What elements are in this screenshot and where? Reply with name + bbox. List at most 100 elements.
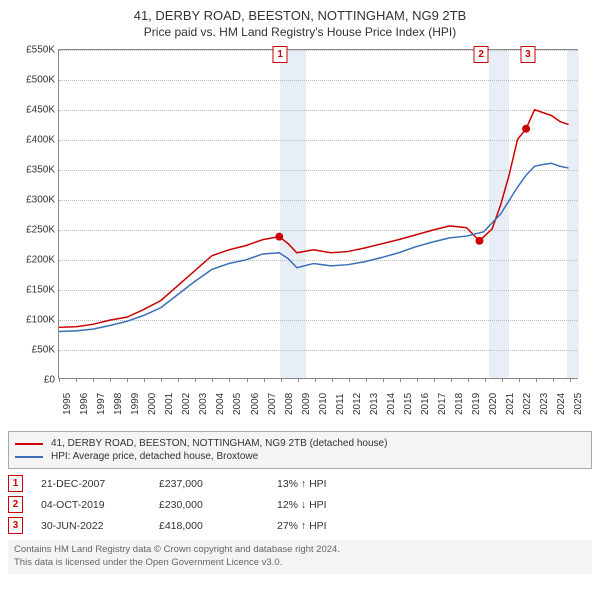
x-tick <box>383 378 384 382</box>
x-axis-label: 2010 <box>318 393 329 415</box>
transaction-marker: 1 <box>273 46 288 63</box>
x-tick <box>519 378 520 382</box>
transaction-delta: 27% ↑ HPI <box>277 520 377 532</box>
y-axis-label: £550K <box>11 45 55 56</box>
transaction-marker: 2 <box>474 46 489 63</box>
x-axis-label: 2012 <box>352 393 363 415</box>
x-tick <box>93 378 94 382</box>
x-tick <box>468 378 469 382</box>
transaction-price: £418,000 <box>159 520 259 532</box>
x-tick <box>229 378 230 382</box>
transaction-price: £230,000 <box>159 499 259 511</box>
transaction-row: 3 30-JUN-2022 £418,000 27% ↑ HPI <box>8 517 592 534</box>
legend-text: 41, DERBY ROAD, BEESTON, NOTTINGHAM, NG9… <box>51 438 387 449</box>
x-axis-label: 2023 <box>539 393 550 415</box>
x-axis-label: 2025 <box>573 393 584 415</box>
x-axis-label: 2019 <box>471 393 482 415</box>
x-tick <box>247 378 248 382</box>
transactions-table: 1 21-DEC-2007 £237,000 13% ↑ HPI 2 04-OCT-201… <box>8 475 592 534</box>
x-tick <box>298 378 299 382</box>
transaction-delta: 13% ↑ HPI <box>277 478 377 490</box>
x-axis-label: 2017 <box>437 393 448 415</box>
x-axis-label: 2022 <box>522 393 533 415</box>
transaction-row: 1 21-DEC-2007 £237,000 13% ↑ HPI <box>8 475 592 492</box>
x-axis-label: 1997 <box>96 393 107 415</box>
x-axis-label: 2007 <box>267 393 278 415</box>
x-axis-label: 2018 <box>454 393 465 415</box>
footer-line: This data is licensed under the Open Gov… <box>14 557 586 570</box>
legend-swatch <box>15 456 43 458</box>
transaction-dot <box>522 125 530 133</box>
x-axis-label: 2013 <box>369 393 380 415</box>
x-tick <box>264 378 265 382</box>
transaction-price: £237,000 <box>159 478 259 490</box>
x-axis-label: 2005 <box>232 393 243 415</box>
y-axis-label: £150K <box>11 285 55 296</box>
page-title: 41, DERBY ROAD, BEESTON, NOTTINGHAM, NG9… <box>8 8 592 23</box>
transaction-delta: 12% ↓ HPI <box>277 499 377 511</box>
transaction-number-icon: 3 <box>8 517 23 534</box>
x-tick <box>349 378 350 382</box>
x-tick <box>76 378 77 382</box>
series-hpi <box>59 163 569 331</box>
x-tick <box>485 378 486 382</box>
x-tick <box>332 378 333 382</box>
transaction-marker: 3 <box>520 46 535 63</box>
y-axis-label: £50K <box>11 345 55 356</box>
x-axis-label: 1995 <box>62 393 73 415</box>
y-axis-label: £250K <box>11 225 55 236</box>
x-tick <box>110 378 111 382</box>
x-axis-label: 2001 <box>164 393 175 415</box>
y-axis-label: £400K <box>11 135 55 146</box>
y-axis-label: £350K <box>11 165 55 176</box>
price-chart: £0£50K£100K£150K£200K£250K£300K£350K£400… <box>8 45 592 425</box>
x-axis-label: 2020 <box>488 393 499 415</box>
x-tick <box>59 378 60 382</box>
x-axis-label: 1998 <box>113 393 124 415</box>
series-property <box>59 110 569 328</box>
x-axis-label: 2015 <box>403 393 414 415</box>
transaction-date: 04-OCT-2019 <box>41 499 141 511</box>
x-tick <box>144 378 145 382</box>
y-axis-label: £450K <box>11 105 55 116</box>
y-axis-label: £300K <box>11 195 55 206</box>
x-axis-label: 2011 <box>335 393 346 415</box>
x-axis-label: 2016 <box>420 393 431 415</box>
chart-lines <box>59 50 577 378</box>
x-tick <box>366 378 367 382</box>
transaction-row: 2 04-OCT-2019 £230,000 12% ↓ HPI <box>8 496 592 513</box>
x-tick <box>434 378 435 382</box>
legend-row: 41, DERBY ROAD, BEESTON, NOTTINGHAM, NG9… <box>15 438 585 449</box>
x-tick <box>502 378 503 382</box>
x-axis-label: 1996 <box>79 393 90 415</box>
x-axis-label: 2021 <box>505 393 516 415</box>
x-tick <box>212 378 213 382</box>
transaction-number-icon: 1 <box>8 475 23 492</box>
x-axis-label: 2003 <box>198 393 209 415</box>
x-tick <box>451 378 452 382</box>
plot-area: £0£50K£100K£150K£200K£250K£300K£350K£400… <box>58 49 578 379</box>
x-axis-label: 2024 <box>556 393 567 415</box>
footer-line: Contains HM Land Registry data © Crown c… <box>14 544 586 557</box>
x-tick <box>178 378 179 382</box>
x-tick <box>127 378 128 382</box>
x-tick <box>553 378 554 382</box>
x-axis-label: 2000 <box>147 393 158 415</box>
legend-text: HPI: Average price, detached house, Brox… <box>51 451 258 462</box>
legend: 41, DERBY ROAD, BEESTON, NOTTINGHAM, NG9… <box>8 431 592 469</box>
transaction-date: 30-JUN-2022 <box>41 520 141 532</box>
legend-swatch <box>15 443 43 445</box>
x-tick <box>161 378 162 382</box>
x-axis-label: 1999 <box>130 393 141 415</box>
footer-licence: Contains HM Land Registry data © Crown c… <box>8 540 592 574</box>
legend-row: HPI: Average price, detached house, Brox… <box>15 451 585 462</box>
x-tick <box>281 378 282 382</box>
x-tick <box>400 378 401 382</box>
x-tick <box>570 378 571 382</box>
transaction-dot <box>275 233 283 241</box>
transaction-dot <box>475 237 483 245</box>
page-subtitle: Price paid vs. HM Land Registry's House … <box>8 25 592 39</box>
y-axis-label: £0 <box>11 375 55 386</box>
transaction-number-icon: 2 <box>8 496 23 513</box>
transaction-date: 21-DEC-2007 <box>41 478 141 490</box>
